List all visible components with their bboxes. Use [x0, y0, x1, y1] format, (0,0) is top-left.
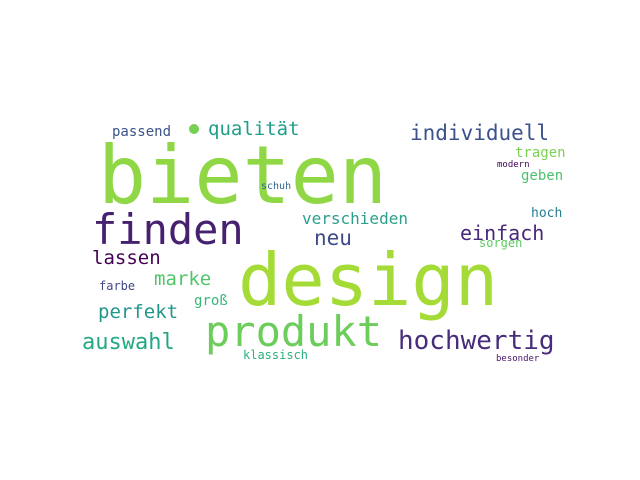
- word-13: perfekt: [98, 301, 178, 323]
- word-20: farbe: [99, 279, 135, 293]
- decorative-dot: [189, 124, 199, 134]
- word-23: modern: [497, 160, 530, 170]
- word-16: geben: [521, 168, 563, 184]
- word-2: produkt: [205, 307, 382, 356]
- word-6: individuell: [410, 121, 549, 145]
- word-3: finden: [92, 205, 244, 254]
- word-15: tragen: [515, 145, 566, 161]
- word-14: passend: [112, 124, 171, 140]
- word-21: klassisch: [243, 348, 308, 362]
- word-24: besonder: [496, 354, 540, 364]
- word-11: lassen: [92, 247, 161, 269]
- word-7: neu: [314, 226, 352, 250]
- word-9: qualität: [208, 118, 300, 140]
- word-0: bieten: [98, 129, 387, 222]
- word-4: hochwertig: [398, 326, 555, 356]
- word-19: groß: [194, 293, 228, 309]
- word-1: design: [238, 238, 498, 322]
- word-5: auswahl: [82, 330, 175, 355]
- word-18: sorgen: [479, 236, 522, 250]
- word-12: marke: [154, 268, 211, 290]
- word-10: verschieden: [302, 209, 408, 228]
- word-17: hoch: [531, 206, 562, 221]
- word-22: schuh: [261, 181, 291, 192]
- word-8: einfach: [460, 221, 544, 245]
